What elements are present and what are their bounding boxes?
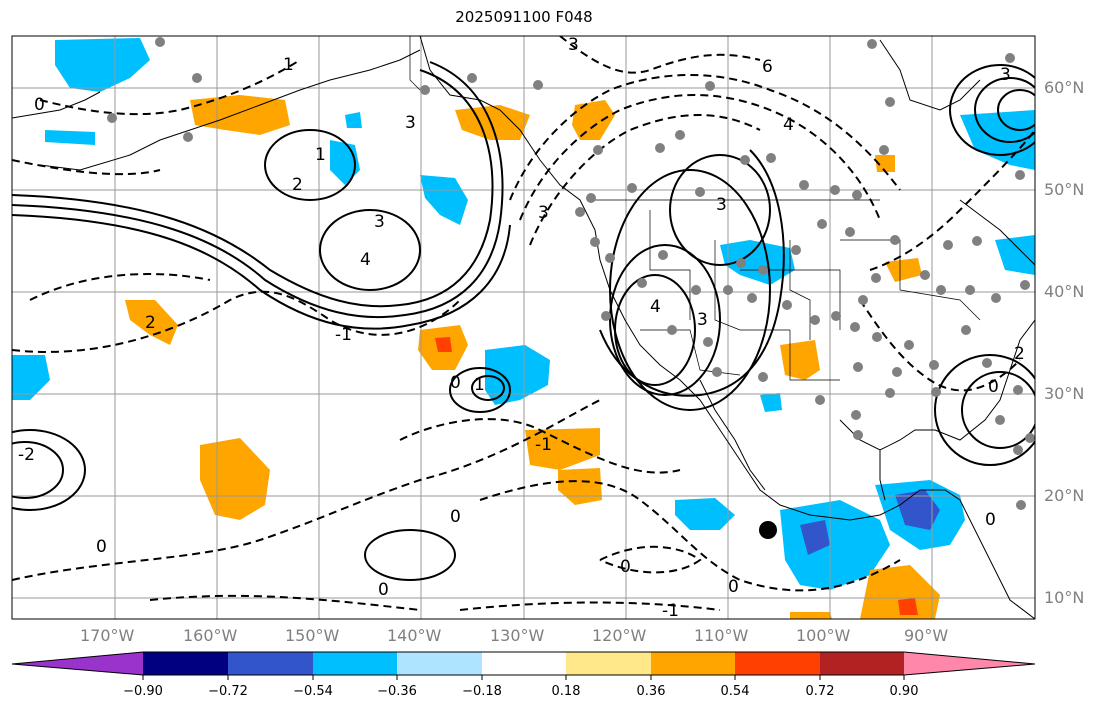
map-title: 2025091100 F048 (455, 8, 593, 26)
contour-label: 1 (315, 145, 326, 165)
storm-marker (759, 521, 777, 539)
contour-label: 1 (283, 55, 294, 75)
colorbar-label: −0.36 (377, 684, 417, 699)
colorbar-extend-high (904, 652, 1035, 675)
contour-label: -1 (535, 435, 552, 455)
colorbar (11, 651, 1036, 680)
contour-label: 2 (292, 175, 303, 195)
colorbar-segment (566, 652, 651, 675)
colorbar-segment (735, 652, 820, 675)
contour-label: 3 (716, 195, 727, 215)
positive-contours (12, 61, 1035, 581)
contour-label: -1 (662, 601, 679, 621)
contour-label: 0 (34, 95, 45, 115)
contour-label: 3 (538, 203, 549, 223)
contour-label: 2 (1014, 344, 1025, 364)
colorbar-label: −0.18 (462, 684, 502, 699)
contour-label: 4 (650, 297, 661, 317)
contour-label: 0 (728, 577, 739, 597)
colorbar-label: 0.18 (551, 684, 581, 699)
colorbar-ticks (142, 675, 905, 680)
contour-label: 3 (568, 35, 579, 55)
contour-label: 2 (145, 313, 156, 333)
colorbar-segment (397, 652, 482, 675)
lon-tick-label: 170°W (80, 626, 135, 645)
lat-tick-label: 30°N (1044, 384, 1085, 403)
colorbar-label: 0.72 (805, 684, 835, 699)
contour-labels: 0 1 1 2 3 3 4 2 -1 0 1 -1 0 0 0 0 -1 0 -… (18, 35, 1025, 621)
lat-tick-label: 60°N (1044, 78, 1085, 97)
lat-tick-label: 40°N (1044, 282, 1085, 301)
contour-label: 6 (762, 57, 773, 77)
map-layers (12, 36, 1035, 619)
colorbar-segment (313, 652, 397, 675)
colorbar-label: −0.72 (208, 684, 248, 699)
contour-label: 3 (697, 310, 708, 330)
contour-label: 0 (985, 510, 996, 530)
contour-label: 0 (620, 557, 631, 577)
colorbar-segment (482, 652, 566, 675)
contour-label: 0 (988, 377, 999, 397)
colorbar-label: 0.36 (636, 684, 666, 699)
colorbar-label: −0.54 (293, 684, 333, 699)
colorbar-extend-low (12, 652, 143, 675)
station-dots (107, 37, 1035, 510)
lon-tick-label: 130°W (490, 626, 545, 645)
colorbar-segment (228, 652, 313, 675)
lon-tick-label: 160°W (183, 626, 238, 645)
lon-tick-label: 90°W (904, 626, 949, 645)
contour-label: 4 (360, 250, 371, 270)
lat-tick-label: 50°N (1044, 180, 1085, 199)
contour-label: 0 (96, 537, 107, 557)
colorbar-label: 0.90 (889, 684, 919, 699)
lat-tick-label: 20°N (1044, 486, 1085, 505)
contour-label: 0 (450, 373, 461, 393)
contour-label: 1 (474, 375, 485, 395)
lon-tick-label: 140°W (387, 626, 442, 645)
lat-tick-label: 10°N (1044, 588, 1085, 607)
contour-label: 0 (450, 507, 461, 527)
map-frame (11, 35, 1036, 620)
negative-contours (12, 36, 1035, 611)
contour-label: 3 (405, 113, 416, 133)
contour-label: 3 (1000, 65, 1011, 85)
lon-tick-label: 110°W (694, 626, 749, 645)
colorbar-segment (651, 652, 735, 675)
contour-label: 0 (378, 580, 389, 600)
colorbar-label: 0.54 (720, 684, 750, 699)
lon-tick-label: 100°W (796, 626, 851, 645)
lon-tick-label: 150°W (285, 626, 340, 645)
contour-label: -2 (18, 445, 35, 465)
contour-label: 3 (374, 212, 385, 232)
coastlines (12, 36, 1035, 619)
colorbar-segment (820, 652, 904, 675)
negative-shading (12, 38, 1035, 590)
lon-tick-label: 120°W (592, 626, 647, 645)
contour-label: 4 (783, 115, 794, 135)
colorbar-segment (143, 652, 228, 675)
colorbar-label: −0.90 (123, 684, 163, 699)
contour-label: -1 (335, 325, 352, 345)
